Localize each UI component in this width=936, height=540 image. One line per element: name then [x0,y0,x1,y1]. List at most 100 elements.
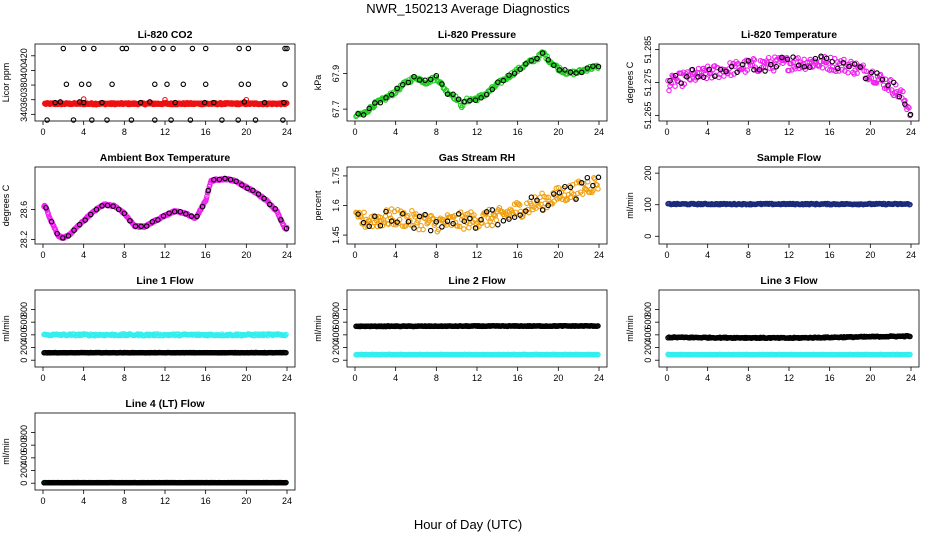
data-point [388,91,395,98]
data-point [890,79,897,86]
x-tick-label: 20 [865,250,875,260]
data-point [109,81,115,88]
data-point [863,68,870,75]
data-point [454,223,461,229]
y-axis-label: percent [313,190,323,221]
data-point [590,63,596,69]
data-point [377,222,384,229]
y-tick-label: 800 [19,425,29,440]
data-point [489,207,496,213]
data-point [681,81,688,87]
data-point [845,69,851,76]
data-point [283,100,290,107]
data-point [138,223,144,230]
x-tick-label: 4 [705,373,710,383]
data-point [366,105,372,112]
data-point [467,97,473,104]
data-point [162,96,168,103]
y-tick-label: 600 [19,438,29,453]
y-tick-label: 200 [331,340,341,355]
data-point [411,225,417,231]
data-point [534,197,540,204]
data-point [539,50,546,56]
x-tick-label: 4 [81,496,86,506]
x-tick-label: 16 [825,373,835,383]
x-axis-title: Hour of Day (UTC) [413,517,523,532]
data-point [556,67,563,73]
data-point [252,117,259,123]
x-tick-label: 8 [122,250,127,260]
x-tick-label: 8 [122,373,127,383]
data-point [506,216,512,222]
y-tick-label: 1.45 [331,226,341,244]
data-point [567,69,574,76]
data-point [807,64,813,70]
x-tick-label: 4 [393,373,398,383]
data-point [172,99,178,106]
x-tick-label: 24 [594,250,604,260]
data-point [773,63,780,70]
y-tick-label: 380 [19,78,29,93]
x-tick-label: 16 [825,127,835,137]
data-point [71,227,77,233]
y-tick-label: 400 [331,327,341,342]
data-point [355,111,361,117]
y-tick-label: 100 [643,197,653,212]
data-point [205,187,211,194]
data-point [245,81,252,88]
panel-title: Line 2 Flow [448,275,506,287]
data-point [472,225,479,231]
x-tick-label: 20 [553,250,563,260]
data-point [444,218,451,225]
data-point [222,175,228,182]
x-tick-label: 4 [705,250,710,260]
data-point [857,64,863,70]
data-point [132,223,139,229]
series-red [42,96,290,108]
x-tick-label: 8 [746,250,751,260]
data-point [420,226,426,233]
data-point [403,222,409,229]
data-point [823,55,830,62]
y-tick-label: 340 [19,107,29,122]
data-point [723,68,729,75]
x-tick-label: 0 [40,373,45,383]
data-point [450,91,456,98]
data-point [530,206,536,213]
panel-5: Sample Flow ml/min 0 4 8 12 16 20 24 0 100 200 [625,152,920,260]
x-tick-label: 8 [434,127,439,137]
panel-title: Ambient Box Temperature [100,152,231,164]
data-point [278,217,284,223]
data-point [366,223,372,230]
data-point [48,218,55,225]
data-point [900,88,906,95]
series-cyan [665,351,913,358]
x-tick-label: 4 [81,373,86,383]
data-point [590,182,596,189]
data-point [76,99,83,105]
data-point [283,331,289,338]
y-tick-label: 400 [19,450,29,465]
x-tick-label: 24 [594,373,604,383]
data-point [404,214,410,220]
x-tick-label: 24 [906,373,916,383]
data-point [478,95,484,101]
data-point [280,117,286,123]
data-point [545,57,551,63]
series-black [44,45,290,123]
y-axis-label: ml/min [313,315,323,342]
y-axis-label: kPa [313,75,323,91]
data-point [203,196,210,202]
data-point [80,96,87,102]
x-tick-label: 20 [241,127,251,137]
data-point [416,77,423,83]
data-point [906,105,912,111]
data-point [91,45,97,52]
data-point [499,208,506,215]
x-tick-label: 12 [160,127,170,137]
x-tick-label: 12 [784,127,794,137]
y-tick-label: 1.75 [331,167,341,185]
data-point [496,205,503,211]
data-point [99,203,105,209]
data-point [511,70,518,77]
